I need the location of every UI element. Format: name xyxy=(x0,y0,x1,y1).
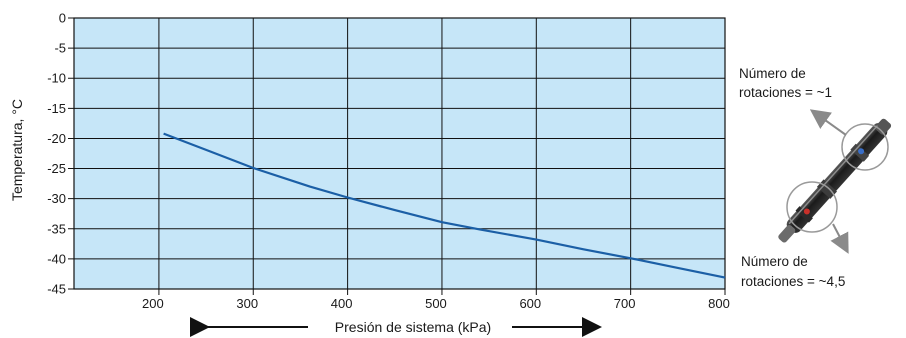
y-tick-label: -30 xyxy=(47,191,66,206)
x-tick-label: 500 xyxy=(425,296,447,311)
x-tick-label: 600 xyxy=(519,296,541,311)
pointer-arrow-top xyxy=(809,109,847,136)
y-tick-label: -40 xyxy=(47,251,66,266)
plot-area xyxy=(74,18,725,289)
y-tick-label: -45 xyxy=(47,282,66,297)
x-tick-label: 700 xyxy=(614,296,636,311)
y-tick-label: -15 xyxy=(47,101,66,116)
y-axis-label: Temperatura, °C xyxy=(9,99,25,201)
y-tick-label: -25 xyxy=(47,161,66,176)
x-tick-label: 800 xyxy=(708,296,730,311)
annotation-bottom-line1: Número de xyxy=(741,254,808,269)
pointer-arrow-bottom xyxy=(830,223,849,254)
y-tick-label: -5 xyxy=(54,41,66,56)
x-tick-label: 300 xyxy=(236,296,258,311)
y-tick-label: -35 xyxy=(47,221,66,236)
y-tick-label: -10 xyxy=(47,71,66,86)
y-tick-label: -20 xyxy=(47,131,66,146)
x-tick-label: 400 xyxy=(331,296,353,311)
plot-frame xyxy=(73,17,726,290)
annotation-top-line2: rotaciones = ~1 xyxy=(739,85,832,100)
series-line xyxy=(163,132,726,279)
y-tick-label: 0 xyxy=(59,11,66,26)
annotation-bottom-line2: rotaciones = ~4,5 xyxy=(741,274,845,289)
annotation-top-line1: Número de xyxy=(739,66,806,81)
x-tick-label: 200 xyxy=(142,296,164,311)
x-axis-label: Presión de sistema (kPa) xyxy=(335,319,491,335)
valve-core-component-icon xyxy=(778,109,892,254)
